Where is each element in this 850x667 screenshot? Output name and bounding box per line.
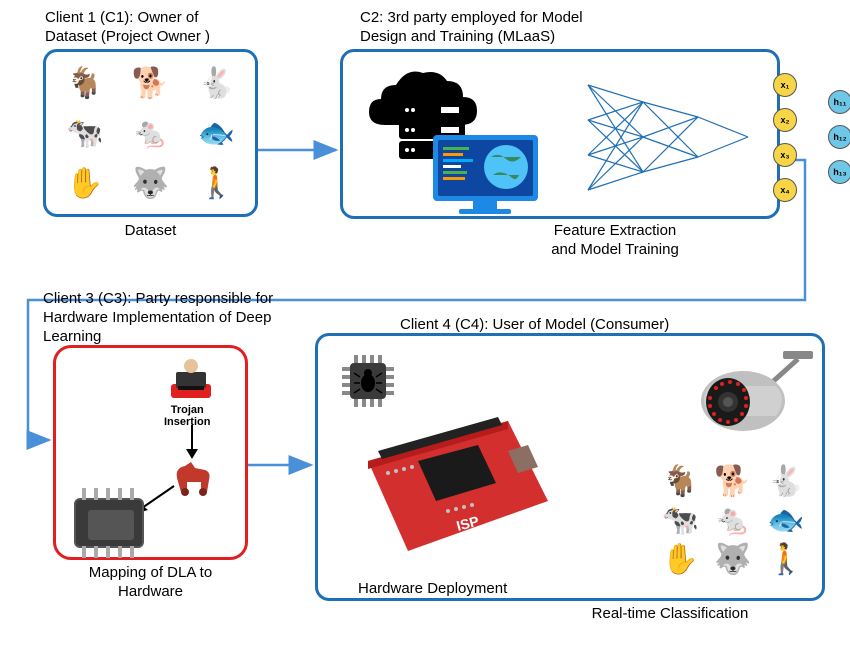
c4-hw-caption: Hardware Deployment — [358, 580, 507, 597]
c2-caption: Feature Extraction and Model Training — [450, 222, 780, 260]
mlaas-illustration — [351, 57, 551, 217]
nn-node-x1: x₁ — [773, 73, 797, 97]
animal-icon: 🐁 — [120, 110, 182, 156]
animal-icon: 🐕 — [709, 464, 758, 499]
c3-caption: Mapping of DLA to Hardware — [53, 564, 248, 602]
c4-rt-caption: Real-time Classification — [515, 605, 825, 624]
animal-icon: 🐄 — [54, 110, 116, 156]
hacker-icon — [166, 356, 216, 402]
animal-icon: 🐇 — [185, 60, 247, 106]
c1-title: Client 1 (C1): Owner of Dataset (Project… — [45, 9, 210, 47]
animal-icon: 🐐 — [656, 464, 705, 499]
nn-node-x2: x₂ — [773, 108, 797, 132]
c3-title: Client 3 (C3): Party responsible for Har… — [43, 290, 273, 346]
trojan-arrow — [178, 423, 218, 463]
animal-icon: 🐄 — [656, 503, 705, 538]
animal-icon: ✋ — [54, 160, 116, 206]
animal-icon: 🐁 — [709, 503, 758, 538]
c4-title: Client 4 (C4): User of Model (Consumer) — [400, 316, 669, 335]
animal-icon: 🐕 — [120, 60, 182, 106]
nn-node-h13: h₁₃ — [828, 160, 850, 184]
animal-icon: 🚶 — [761, 542, 810, 577]
c2-box: x₁ x₂ x₃ x₄ h₁₁ h₁₂ h₁₃ h₂₁ h₂₂ y — [340, 49, 780, 219]
animal-icon: 🐟 — [761, 503, 810, 538]
c4-animal-grid: 🐐 🐕 🐇 🐄 🐁 🐟 ✋ 🐺 🚶 — [648, 456, 818, 581]
c1-animal-grid: 🐐 🐕 🐇 🐄 🐁 🐟 ✋ 🐺 🚶 — [46, 52, 255, 214]
animal-icon: 🚶 — [185, 160, 247, 206]
c4-box: ISP Hardware Deployment 🐐 🐕 🐇 🐄 🐁 🐟 ✋ — [315, 333, 825, 601]
animal-icon: 🐟 — [185, 110, 247, 156]
animal-icon: 🐺 — [120, 160, 182, 206]
animal-icon: 🐇 — [761, 464, 810, 499]
nn-node-h12: h₁₂ — [828, 125, 850, 149]
c1-box: 🐐 🐕 🐇 🐄 🐁 🐟 ✋ 🐺 🚶 — [43, 49, 258, 217]
animal-icon: 🐺 — [709, 542, 758, 577]
c1-caption: Dataset — [43, 222, 258, 241]
nn-node-x3: x₃ — [773, 143, 797, 167]
nn-node-x4: x₄ — [773, 178, 797, 202]
animal-icon: ✋ — [656, 542, 705, 577]
chip-icon — [74, 498, 144, 548]
c2-title: C2: 3rd party employed for Model Design … — [360, 9, 583, 47]
animal-icon: 🐐 — [54, 60, 116, 106]
nn-node-h11: h₁₁ — [828, 90, 850, 114]
c3-box: Trojan Insertion — [53, 345, 248, 560]
hardware-board: ISP — [348, 401, 568, 581]
neural-net — [558, 57, 768, 217]
camera-icon — [688, 346, 818, 456]
